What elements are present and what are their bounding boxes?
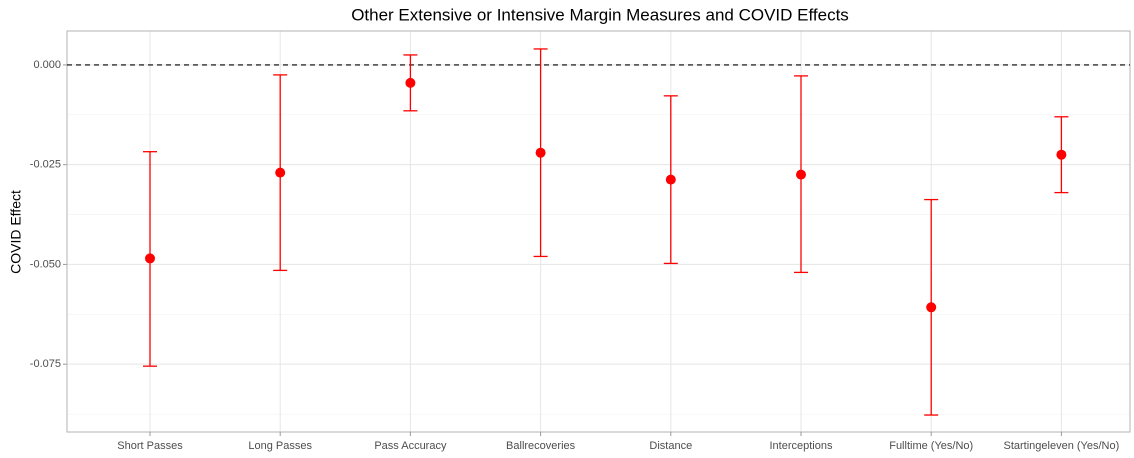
x-tick-label: Pass Accuracy [374, 440, 447, 452]
point [1056, 149, 1067, 160]
y-tick-label: -0.025 [30, 159, 61, 171]
panel-border [66, 30, 1131, 433]
x-tick-label: Fulltime (Yes/No) [889, 440, 973, 452]
x-tick-label: Ballrecoveries [506, 440, 576, 452]
point [926, 302, 937, 313]
point [405, 77, 416, 88]
point [796, 169, 806, 180]
y-tick-label: 0.000 [33, 59, 61, 71]
point [535, 147, 546, 158]
x-tick-label: Long Passes [248, 440, 312, 452]
y-tick-label: -0.050 [30, 258, 61, 270]
point [275, 167, 286, 178]
x-tick-label: Interceptions [770, 440, 833, 452]
chart-title: Other Extensive or Intensive Margin Meas… [351, 5, 849, 24]
x-tick-label: Startingeleven (Yes/No) [1004, 440, 1120, 452]
point [145, 253, 155, 264]
point [665, 174, 676, 185]
x-tick-label: Short Passes [117, 440, 183, 452]
y-tick-label: -0.075 [30, 358, 61, 370]
x-tick-label: Distance [649, 440, 692, 452]
y-axis-label: COVID Effect [8, 190, 24, 274]
